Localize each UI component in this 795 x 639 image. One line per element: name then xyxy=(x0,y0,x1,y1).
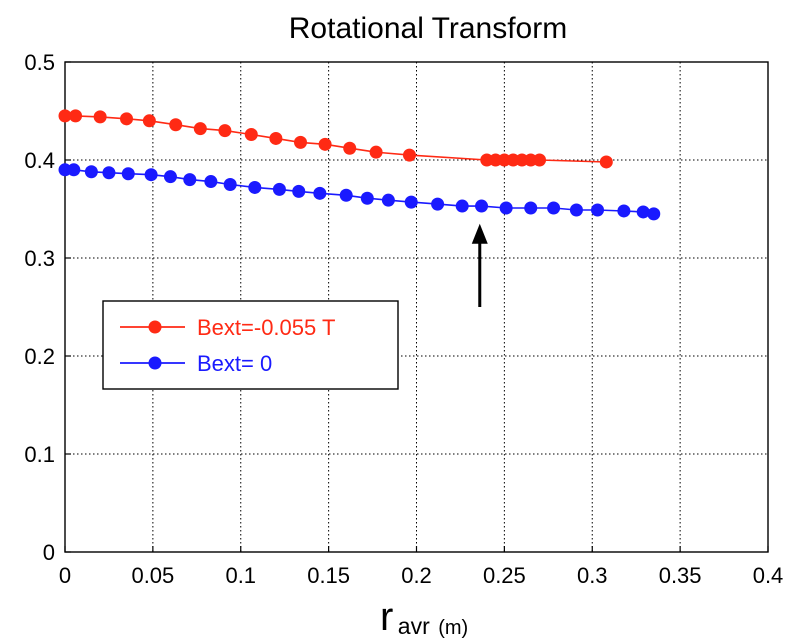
data-point xyxy=(69,109,83,123)
data-point xyxy=(360,191,374,205)
data-point xyxy=(404,195,418,209)
data-point xyxy=(218,124,232,138)
data-point xyxy=(84,165,98,179)
data-point xyxy=(381,193,395,207)
y-tick-label: 0 xyxy=(43,540,55,565)
data-point xyxy=(617,204,631,218)
y-tick-label: 0.1 xyxy=(24,442,55,467)
legend-marker-bext-neg xyxy=(148,320,162,334)
x-tick-label: 0.15 xyxy=(307,563,350,588)
data-point xyxy=(163,170,177,184)
data-point xyxy=(599,155,613,169)
data-point xyxy=(272,182,286,196)
data-point xyxy=(533,153,547,167)
data-point xyxy=(144,168,158,182)
x-axis-label: r avr (m) xyxy=(380,595,468,639)
data-point xyxy=(636,205,650,219)
x-tick-label: 0.1 xyxy=(225,563,256,588)
data-point xyxy=(402,148,416,162)
axis-ticks: 0 0.05 0.1 0.15 0.2 0.25 0.3 0.35 0.4 0 0.1 0.2 0.3 0… xyxy=(24,50,783,588)
data-point xyxy=(524,201,538,215)
x-tick-label: 0.3 xyxy=(577,563,608,588)
data-point xyxy=(431,197,445,211)
x-axis-label-main: r xyxy=(380,595,393,639)
data-point xyxy=(120,112,134,126)
data-point xyxy=(499,201,513,215)
data-point xyxy=(248,180,262,194)
y-tick-label: 0.3 xyxy=(24,246,55,271)
data-point xyxy=(339,188,353,202)
x-tick-label: 0.35 xyxy=(659,563,702,588)
data-point xyxy=(244,128,258,142)
y-tick-label: 0.4 xyxy=(24,148,55,173)
data-point xyxy=(102,166,116,180)
series-layer xyxy=(58,109,661,221)
arrow-head xyxy=(471,223,488,244)
legend-box xyxy=(102,300,399,390)
annotations xyxy=(471,223,488,307)
legend: Bext=-0.055 T Bext= 0 xyxy=(102,300,399,390)
y-tick-label: 0.5 xyxy=(24,50,55,75)
x-tick-label: 0.25 xyxy=(483,563,526,588)
data-point xyxy=(318,137,332,151)
x-axis-label-subscript: avr xyxy=(398,613,430,639)
data-point xyxy=(455,199,469,213)
x-tick-label: 0.4 xyxy=(753,563,784,588)
data-point xyxy=(343,141,357,155)
legend-label-bext-zero: Bext= 0 xyxy=(197,351,272,376)
data-point xyxy=(294,135,308,149)
data-point xyxy=(569,203,583,217)
x-tick-label: 0.05 xyxy=(131,563,174,588)
data-point xyxy=(169,118,183,132)
data-point xyxy=(142,114,156,128)
data-point xyxy=(204,175,218,189)
chart-title: Rotational Transform xyxy=(289,12,567,45)
data-point xyxy=(121,167,135,181)
data-point xyxy=(269,131,283,145)
legend-marker-bext-zero xyxy=(148,356,162,370)
series-0 xyxy=(58,109,613,169)
data-point xyxy=(58,109,72,123)
data-point xyxy=(547,201,561,215)
data-point xyxy=(475,199,489,213)
data-point xyxy=(93,110,107,124)
data-point xyxy=(313,186,327,200)
y-tick-label: 0.2 xyxy=(24,344,55,369)
data-point xyxy=(591,203,605,217)
x-axis-label-unit: (m) xyxy=(438,617,468,639)
data-point xyxy=(67,163,81,177)
x-tick-label: 0.2 xyxy=(401,563,432,588)
legend-label-bext-neg: Bext=-0.055 T xyxy=(197,315,335,340)
data-point xyxy=(647,207,661,221)
data-point xyxy=(193,122,207,136)
data-point xyxy=(183,173,197,187)
data-point xyxy=(223,178,237,191)
data-point xyxy=(292,184,306,198)
series-1 xyxy=(58,163,661,221)
x-tick-label: 0 xyxy=(59,563,71,588)
data-point xyxy=(369,145,383,159)
